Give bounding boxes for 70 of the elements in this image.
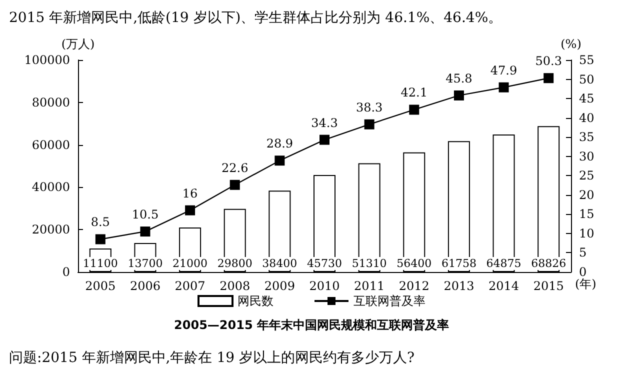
point	[140, 226, 150, 237]
point	[454, 90, 464, 100]
y2-tick-label: 25	[579, 168, 594, 183]
legend-label: 网民数	[238, 294, 274, 308]
x-tick-label: 2015	[533, 279, 564, 293]
y2-tick-label: 45	[579, 92, 594, 106]
data-label: 34.3	[311, 116, 338, 130]
x-tick-label: 2006	[130, 279, 160, 293]
data-label: 21000	[172, 257, 208, 270]
data-label: 13700	[128, 257, 163, 270]
point	[320, 134, 330, 145]
y2-tick-label: 50	[579, 72, 594, 86]
y-axis-title: (万人)	[61, 37, 95, 51]
data-label: 11100	[82, 257, 118, 270]
data-label: 10.5	[132, 208, 159, 222]
y-tick-label: 40000	[32, 180, 70, 194]
y2-tick-label: 0	[579, 265, 587, 279]
text: 2015 年新增网民中,低龄(19 岁以下)、学生群体占比分别为 46.1%、46.4%。	[9, 10, 502, 26]
y2-axis-title: (%)	[560, 37, 582, 51]
y2-tick-label: 10	[579, 226, 594, 240]
data-label: 51310	[352, 257, 387, 270]
x-tick-label: 2014	[488, 279, 520, 293]
data-label: 29800	[217, 257, 252, 270]
data-label: 22.6	[222, 160, 248, 175]
data-label: 38400	[262, 257, 298, 270]
point	[544, 73, 554, 84]
y2-tick-label: 30	[579, 149, 594, 164]
y-tick-label: 100000	[24, 53, 70, 67]
data-label: 47.9	[490, 63, 518, 78]
y-tick-label: 0	[62, 265, 70, 279]
y2-tick-label: 55	[579, 53, 594, 67]
data-label: 61758	[441, 257, 476, 270]
x-tick-label: 2007	[174, 279, 206, 293]
x-axis-title: (年)	[575, 277, 596, 291]
x-tick-label: 2010	[309, 279, 340, 293]
point	[364, 119, 374, 130]
point	[409, 104, 420, 115]
x-tick-label: 2005	[85, 279, 116, 293]
data-label: 28.9	[266, 136, 294, 151]
x-tick-label: 2011	[354, 279, 385, 293]
data-label: 16	[182, 186, 198, 200]
y-tick-label: 80000	[32, 95, 70, 110]
y2-tick-label: 15	[579, 207, 594, 222]
point	[498, 82, 509, 92]
point	[230, 180, 240, 190]
point	[274, 156, 285, 166]
y2-tick-label: 40	[579, 110, 594, 125]
y-tick-label: 20000	[32, 222, 70, 237]
x-tick-label: 2008	[220, 279, 250, 293]
x-tick-label: 2013	[444, 279, 474, 293]
y2-tick-label: 20	[579, 188, 594, 202]
point	[185, 205, 196, 216]
data-label: 45.8	[446, 71, 472, 86]
x-tick-label: 2012	[398, 279, 430, 293]
data-label: 64875	[486, 257, 522, 270]
y-tick-label: 60000	[32, 138, 70, 152]
text: 问题:2015 年新增网民中,年龄在 19 岁以上的网民约有多少万人?	[9, 350, 414, 366]
data-label: 45730	[307, 257, 342, 270]
point	[95, 234, 106, 244]
data-label: 68826	[531, 257, 566, 270]
data-label: 42.1	[400, 86, 428, 100]
y2-tick-label: 35	[579, 130, 594, 144]
legend-label: 互联网普及率	[354, 294, 426, 308]
x-tick-label: 2009	[264, 279, 295, 293]
data-label: 50.3	[535, 54, 562, 68]
text: 2005—2015 年年末中国网民规模和互联网普及率	[174, 318, 449, 332]
data-label: 8.5	[90, 215, 110, 230]
data-label: 56400	[396, 257, 432, 270]
y2-tick-label: 5	[579, 246, 587, 260]
data-label: 38.3	[356, 100, 383, 114]
